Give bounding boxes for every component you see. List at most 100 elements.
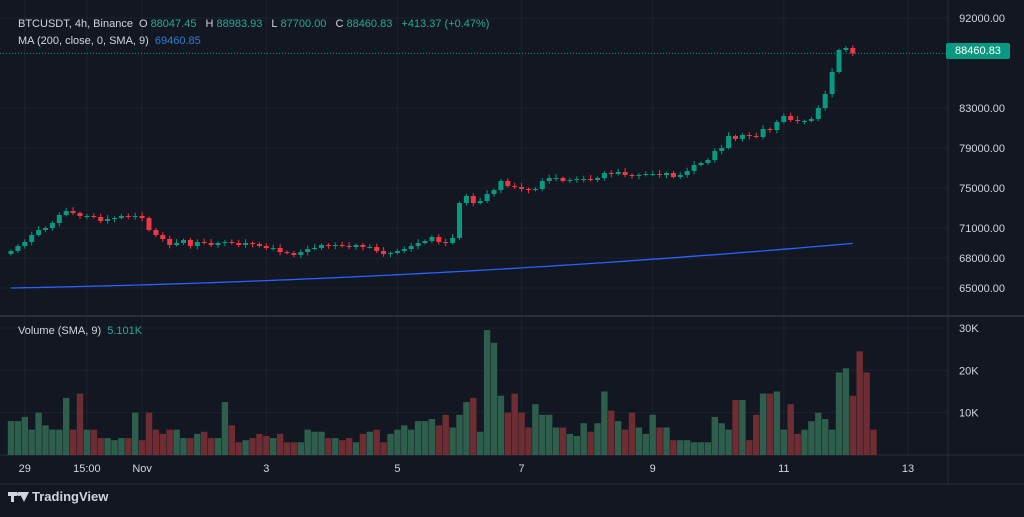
candle-body — [546, 178, 552, 181]
candle-body — [229, 242, 235, 243]
candle-body — [767, 129, 773, 130]
volume-bar — [801, 429, 808, 455]
candle-body — [15, 246, 21, 251]
volume-bar — [263, 435, 270, 455]
volume-bar — [14, 421, 22, 455]
volume-bar — [339, 440, 346, 455]
volume-bar — [601, 391, 608, 455]
tradingview-footer[interactable]: TradingView — [8, 489, 108, 504]
volume-bar — [152, 429, 160, 455]
ohlc-close: C 88460.83 — [335, 18, 393, 30]
volume-legend[interactable]: Volume (SMA, 9) 5.101K — [18, 324, 145, 338]
volume-bar — [35, 412, 42, 455]
candle-body — [118, 216, 124, 218]
volume-bar — [856, 351, 863, 455]
volume-bar — [194, 433, 201, 455]
ohlc-open: O 88047.45 — [139, 18, 197, 30]
time-tick-label: 7 — [519, 463, 525, 475]
candle-body — [698, 163, 704, 165]
candle-body — [132, 216, 138, 217]
time-tick-label: Nov — [132, 463, 152, 475]
volume-bar — [166, 429, 173, 455]
candle-body — [477, 201, 483, 203]
candle-body — [394, 251, 400, 253]
candle-body — [84, 216, 90, 217]
volume-bar — [345, 438, 353, 455]
candle-body — [112, 218, 117, 219]
volume-bar — [125, 438, 132, 455]
volume-bar — [822, 419, 829, 455]
volume-tick-label: 10K — [959, 408, 979, 420]
candle-body — [56, 215, 62, 223]
candle-body — [822, 94, 828, 108]
candle-body — [305, 249, 311, 252]
candle-body — [505, 181, 511, 186]
candle-body — [850, 48, 856, 54]
candle-body — [733, 136, 738, 139]
volume-bar — [325, 438, 332, 455]
volume-bar — [421, 421, 429, 455]
volume-bar — [304, 429, 311, 455]
volume-bar — [690, 442, 698, 455]
volume-bar — [594, 423, 601, 455]
candle-body — [684, 171, 690, 175]
candle-body — [43, 228, 48, 230]
candle-body — [194, 242, 200, 246]
volume-bar — [366, 431, 373, 455]
time-tick-label: 29 — [19, 463, 31, 475]
volume-bar — [815, 412, 822, 455]
candle-body — [215, 243, 221, 245]
candle-body — [574, 179, 580, 180]
volume-bar — [718, 423, 725, 455]
volume-bar — [753, 414, 760, 455]
volume-bar — [42, 425, 49, 455]
volume-tick-label: 20K — [959, 365, 979, 377]
candle-body — [795, 120, 801, 121]
candle-body — [187, 240, 193, 246]
volume-bar — [373, 429, 380, 455]
candle-body — [284, 252, 290, 253]
volume-bar — [608, 410, 615, 455]
volume-bar — [435, 425, 442, 455]
candle-body — [422, 241, 428, 243]
candle-body — [70, 211, 76, 213]
candle-body — [581, 179, 587, 180]
volume-bar — [69, 429, 77, 455]
candle-body — [774, 122, 780, 130]
ma200-line — [10, 242, 853, 289]
volume-bar — [580, 423, 587, 455]
volume-bar — [518, 412, 525, 455]
volume-bar — [628, 412, 636, 455]
ma-legend[interactable]: MA (200, close, 0, SMA, 9) 69460.85 — [18, 34, 204, 48]
volume-bar — [532, 404, 539, 455]
volume-bar — [504, 412, 511, 455]
ma-label: MA (200, close, 0, SMA, 9) — [18, 35, 149, 47]
volume-bar — [214, 438, 222, 455]
candle-body — [374, 247, 380, 251]
volume-bar — [49, 429, 56, 455]
candle-body — [256, 244, 262, 246]
candle-body — [470, 196, 476, 203]
candle-body — [381, 251, 387, 254]
volume-bar — [235, 442, 242, 455]
volume-bar — [242, 440, 249, 455]
candle-body — [146, 218, 152, 230]
volume-bar — [90, 429, 97, 455]
time-tick-label: 5 — [394, 463, 400, 475]
symbol-title[interactable]: BTCUSDT, 4h, Binance — [18, 18, 133, 30]
volume-bar — [828, 429, 836, 455]
volume-bar — [704, 442, 712, 455]
candle-body — [553, 178, 559, 179]
volume-bar — [76, 393, 84, 455]
candle-body — [829, 72, 835, 94]
candle-body — [236, 243, 242, 245]
price-tick-label: 83000.00 — [959, 103, 1005, 115]
candle-body — [629, 175, 635, 176]
candle-body — [670, 173, 676, 177]
volume-bar — [711, 416, 718, 455]
candle-body — [615, 172, 621, 174]
volume-bar — [490, 342, 498, 455]
candle-body — [443, 242, 449, 243]
candle-body — [98, 217, 104, 221]
